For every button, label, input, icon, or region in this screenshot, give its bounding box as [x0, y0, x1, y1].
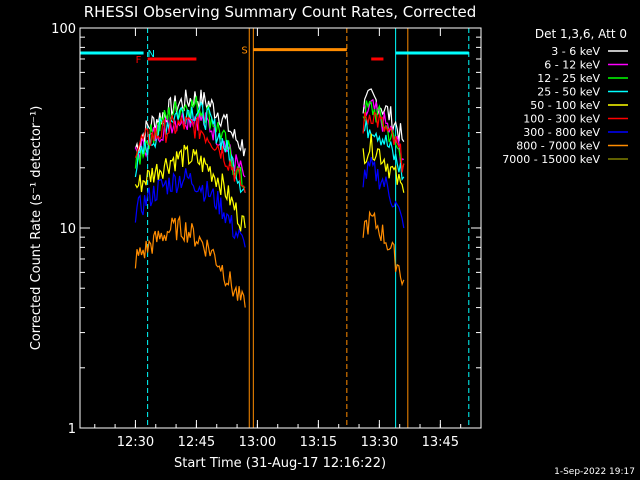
legend-label: 7000 - 15000 keV — [502, 153, 600, 166]
series-line — [134, 168, 246, 248]
chart-title: RHESSI Observing Summary Count Rates, Co… — [84, 3, 477, 21]
flag-label: F — [136, 55, 142, 66]
series-line — [362, 88, 405, 143]
series-line — [134, 89, 246, 157]
legend-label: 100 - 300 keV — [523, 113, 600, 126]
y-tick-label: 10 — [59, 222, 76, 237]
x-tick-label: 13:15 — [300, 435, 337, 450]
series-line — [134, 110, 246, 178]
series-line — [362, 156, 405, 229]
legend-label: 300 - 800 keV — [523, 126, 600, 139]
legend-label: 12 - 25 keV — [537, 72, 600, 85]
flag-label: N — [148, 49, 155, 60]
series-line — [362, 133, 405, 193]
series-line — [134, 144, 246, 232]
flag-label: S — [241, 46, 247, 57]
x-tick-label: 13:30 — [361, 435, 398, 450]
y-tick-label: 100 — [51, 22, 76, 37]
legend-label: 6 - 12 keV — [544, 59, 600, 72]
series-line — [362, 118, 405, 181]
x-axis: 12:30 12:45 13:00 13:15 13:30 13:45 — [94, 28, 482, 450]
y-axis-label: Corrected Count Rate (s⁻¹ detector⁻¹) — [29, 106, 44, 351]
x-tick-label: 12:45 — [178, 435, 215, 450]
legend-label: 3 - 6 keV — [551, 45, 600, 58]
x-axis-label: Start Time (31-Aug-17 12:16:22) — [174, 456, 386, 471]
legend-title: Det 1,3,6, Att 0 — [535, 27, 627, 41]
series-line — [134, 214, 246, 308]
legend-label: 25 - 50 keV — [537, 86, 600, 99]
x-tick-label: 13:00 — [239, 435, 276, 450]
series-line — [134, 101, 246, 194]
legend-label: 50 - 100 keV — [530, 99, 600, 112]
series-line — [362, 210, 405, 287]
y-tick-label: 1 — [68, 422, 76, 437]
legend-label: 800 - 7000 keV — [516, 140, 600, 153]
series-line — [362, 111, 405, 173]
timestamp: 1-Sep-2022 19:17 — [554, 467, 635, 477]
x-tick-label: 12:30 — [117, 435, 154, 450]
plot-area: NF S — [79, 28, 470, 428]
series-line — [134, 114, 246, 193]
y-axis: 1 10 100 — [51, 22, 481, 437]
x-tick-label: 13:45 — [422, 435, 459, 450]
